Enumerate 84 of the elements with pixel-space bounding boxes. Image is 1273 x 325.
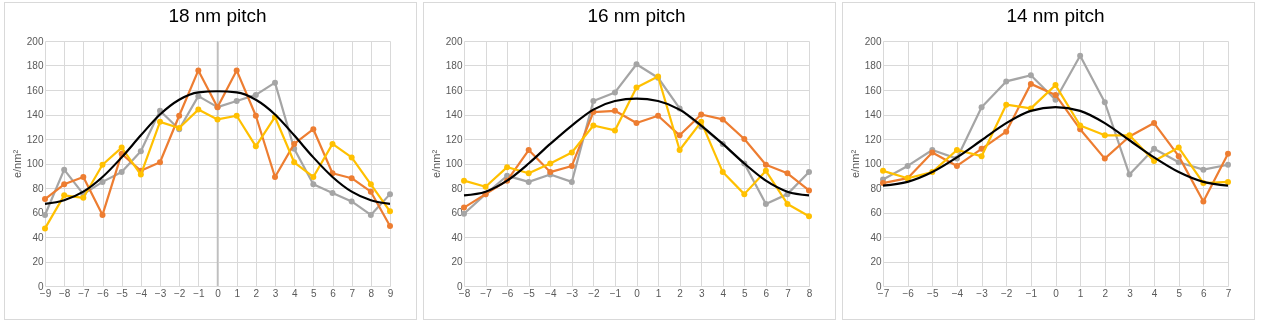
x-tick-label: 2 — [1102, 287, 1109, 299]
x-tick-label: −2 — [1001, 287, 1013, 299]
y-tick-label: 40 — [870, 231, 882, 243]
y-tick-label: 100 — [26, 158, 44, 169]
y-tick-label: 80 — [32, 182, 44, 194]
chart-title: 16 nm pitch — [587, 5, 686, 26]
x-tick-label: −7 — [78, 287, 90, 299]
y-tick-label: 80 — [451, 182, 463, 194]
y-tick-label: 200 — [445, 35, 463, 47]
x-tick-label: 4 — [720, 287, 727, 299]
x-tick-label: −3 — [566, 287, 579, 299]
x-tick-label: 5 — [742, 287, 749, 299]
y-tick-label: 100 — [864, 158, 882, 169]
y-tick-label: 20 — [32, 256, 44, 267]
y-tick-label: 20 — [870, 256, 882, 267]
x-tick-label: 2 — [677, 287, 684, 299]
x-tick-label: 5 — [1176, 287, 1183, 299]
x-tick-label: −5 — [927, 287, 939, 299]
chart-title: 14 nm pitch — [1006, 5, 1105, 26]
x-tick-label: 8 — [368, 287, 375, 299]
x-tick-label: 8 — [806, 287, 813, 299]
y-tick-label: 40 — [451, 231, 463, 243]
x-tick-label: −8 — [58, 287, 71, 299]
x-tick-label: 3 — [698, 287, 705, 299]
x-tick-label: 0 — [1053, 287, 1060, 299]
x-tick-label: 1 — [234, 287, 241, 299]
x-tick-label: 4 — [291, 287, 298, 299]
y-tick-label: 180 — [864, 60, 882, 71]
y-tick-label: 160 — [26, 84, 44, 96]
x-tick-label: −6 — [97, 287, 110, 299]
x-tick-label: −6 — [902, 287, 915, 299]
x-tick-label: 6 — [1201, 287, 1208, 299]
x-tick-label: −1 — [609, 287, 622, 299]
x-tick-label: −4 — [951, 287, 964, 299]
x-tick-label: −4 — [135, 287, 148, 299]
x-tick-label: −6 — [501, 287, 514, 299]
x-tick-label: 0 — [634, 287, 641, 299]
x-tick-label: 2 — [253, 287, 260, 299]
y-tick-label: 60 — [32, 207, 44, 218]
y-tick-label: 100 — [445, 158, 463, 169]
x-tick-label: −4 — [545, 287, 557, 299]
x-tick-label: 3 — [272, 287, 279, 299]
y-tick-label: 200 — [864, 35, 882, 47]
y-tick-label: 120 — [26, 133, 44, 145]
x-tick-label: −2 — [588, 287, 601, 299]
y-tick-label: 160 — [445, 84, 463, 96]
x-tick-label: 6 — [763, 287, 770, 299]
y-tick-label: 140 — [445, 109, 463, 120]
y-tick-label: 120 — [864, 133, 882, 145]
y-axis-title: e/nm² — [848, 149, 861, 179]
x-tick-label: −2 — [173, 287, 186, 299]
y-tick-label: 180 — [445, 60, 463, 71]
x-tick-label: −3 — [976, 287, 989, 299]
y-tick-label: 140 — [864, 109, 882, 120]
x-tick-label: 6 — [330, 287, 337, 299]
x-tick-label: 9 — [387, 287, 394, 299]
x-tick-label: 7 — [349, 287, 356, 299]
x-tick-label: −5 — [116, 287, 129, 299]
x-tick-label: −1 — [1025, 287, 1038, 299]
x-tick-label: 5 — [311, 287, 318, 299]
y-tick-label: 140 — [26, 109, 44, 120]
y-tick-label: 40 — [32, 231, 44, 243]
x-tick-label: −7 — [480, 287, 493, 299]
y-tick-label: 20 — [451, 256, 463, 267]
x-tick-label: 0 — [215, 287, 222, 299]
x-tick-label: 7 — [1225, 287, 1232, 299]
chart-title: 18 nm pitch — [168, 5, 267, 26]
x-tick-label: −3 — [154, 287, 167, 299]
x-tick-label: 4 — [1151, 287, 1158, 299]
y-axis-title: e/nm² — [10, 149, 23, 179]
y-tick-label: 160 — [864, 84, 882, 96]
y-axis-title: e/nm² — [429, 149, 442, 179]
y-tick-label: 120 — [445, 133, 463, 145]
y-tick-label: 60 — [451, 207, 463, 218]
y-tick-label: 60 — [870, 207, 882, 218]
x-tick-label: 7 — [785, 287, 792, 299]
x-tick-label: −5 — [523, 287, 536, 299]
y-tick-label: 180 — [26, 60, 44, 71]
x-tick-label: 3 — [1127, 287, 1134, 299]
x-tick-label: 1 — [655, 287, 662, 299]
y-tick-label: 200 — [26, 35, 44, 47]
x-tick-label: −1 — [193, 287, 205, 299]
y-tick-label: 80 — [870, 182, 882, 194]
x-tick-label: 1 — [1077, 287, 1084, 299]
